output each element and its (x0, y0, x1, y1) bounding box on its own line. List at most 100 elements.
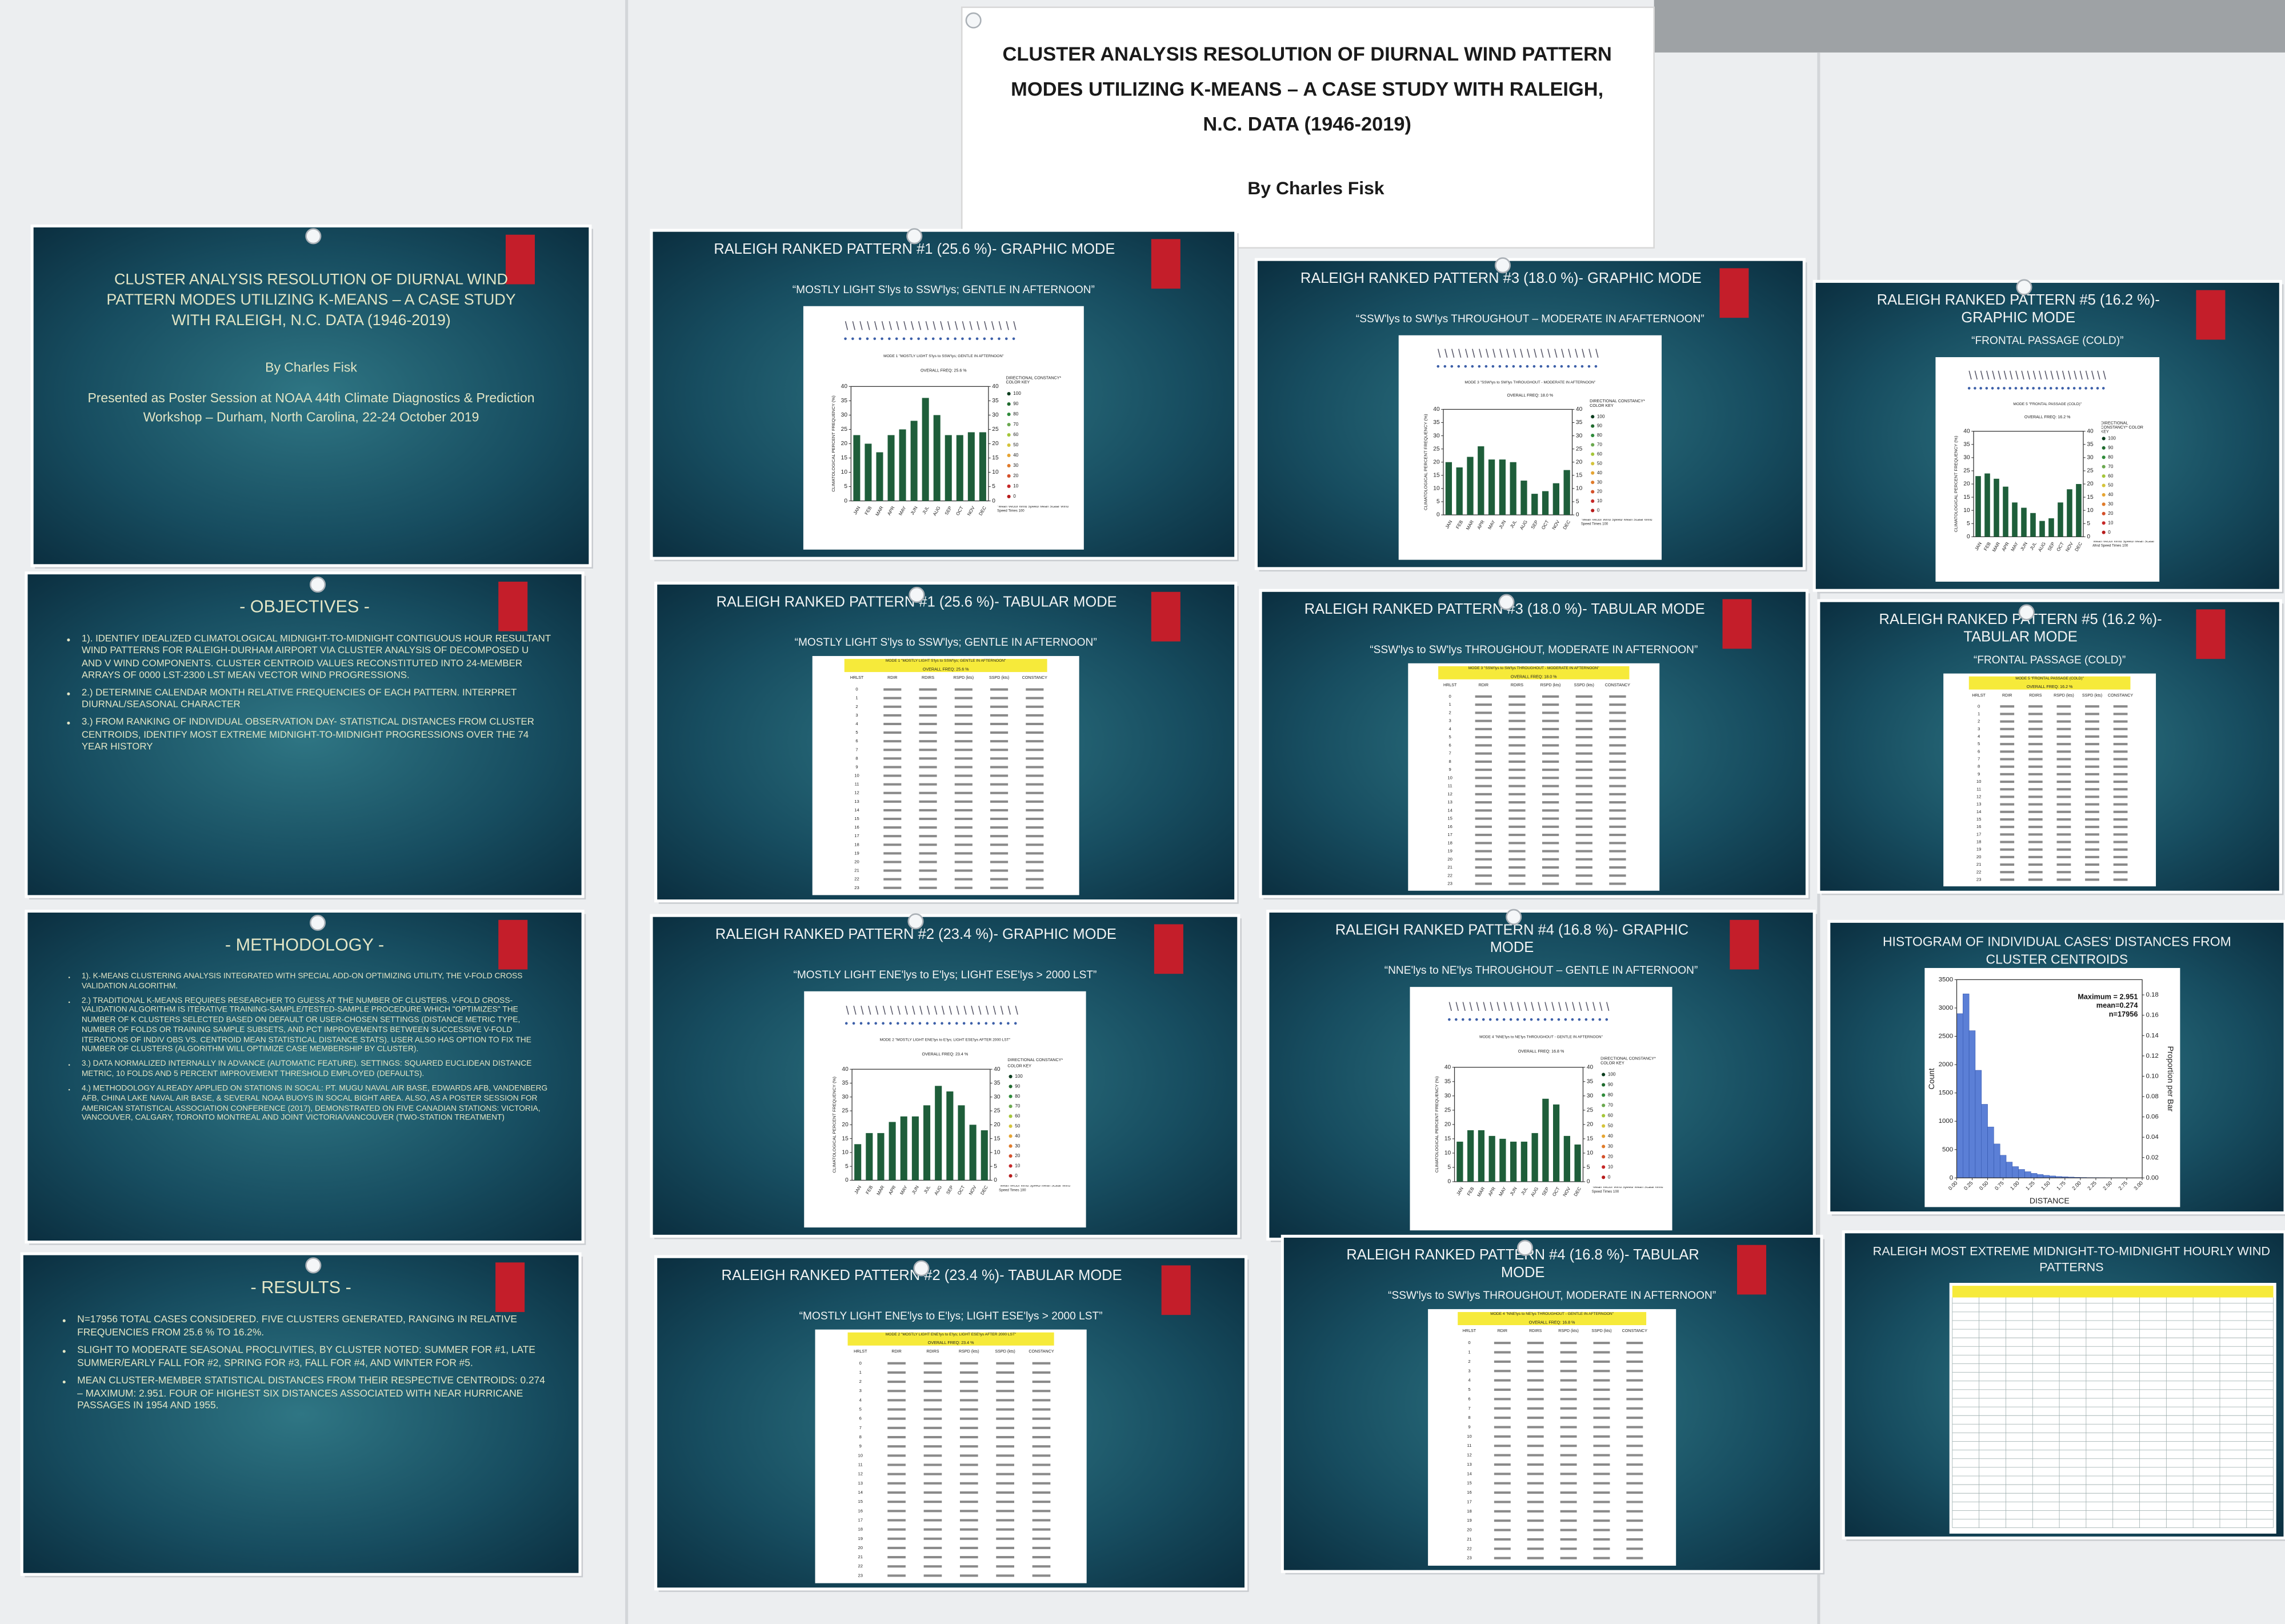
wind-arrow (1544, 1002, 1548, 1011)
table-cell-text (996, 1565, 1014, 1568)
table-cell-text (2000, 871, 2015, 874)
plot-frame (1443, 409, 1573, 515)
table-cell-text (1508, 834, 1526, 837)
bar (865, 443, 872, 501)
histogram-bar (1987, 1126, 1994, 1178)
text-box: *Mean Vector Wind Speed/ Mean Scalar Win… (1592, 1186, 1663, 1193)
table-cell-text (1575, 850, 1592, 853)
table-cell-text (1609, 866, 1626, 869)
table-cell-text (954, 869, 973, 872)
wind-dot (2079, 387, 2082, 390)
key-label: 70 (1608, 1103, 1614, 1108)
table-cell-text (2113, 803, 2128, 806)
table-cell-text (1475, 744, 1492, 747)
wind-arrow (2056, 370, 2060, 380)
y-tick-label: 40 (842, 1066, 849, 1073)
table-cell-text (996, 1454, 1014, 1457)
table-cell-text (1026, 731, 1044, 734)
table-cell-text (883, 731, 902, 734)
table-cell-text (1626, 1379, 1643, 1382)
bullet-item: 2.) TRADITIONAL K-MEANS REQUIRES RESEARC… (82, 997, 551, 1055)
slide-title: RALEIGH RANKED PATTERN #5 (16.2 %)- GRAP… (1876, 293, 2160, 327)
push-pin (309, 576, 326, 593)
table-column-header: SSPD (kts) (1591, 1329, 1611, 1333)
bar (1552, 483, 1559, 515)
key-label: 60 (1015, 1114, 1021, 1119)
key-label: 100 (1597, 414, 1605, 419)
table-hour: 22 (1976, 869, 1981, 874)
footnote: *Mean Vector Wind Speed/ Mean Scalar Win… (997, 505, 1069, 513)
key-swatch (1007, 484, 1011, 489)
wind-arrow (2027, 370, 2030, 380)
wind-arrow (1540, 349, 1544, 358)
wind-arrow (991, 321, 995, 330)
table-cell-text (2000, 720, 2015, 723)
y-tick-label: 25 (1963, 468, 1970, 474)
wind-arrow (918, 321, 922, 330)
wind-dot (939, 337, 942, 341)
table-highlight (844, 659, 1047, 673)
key-label: 70 (1013, 422, 1019, 427)
wind-arrow (867, 321, 870, 330)
table-cell-text (1626, 1519, 1643, 1522)
y2-tick-label: 5 (1576, 499, 1579, 505)
table-highlight (1438, 666, 1630, 679)
table-cell-text (919, 809, 937, 811)
wind-arrow (1506, 349, 1510, 358)
table-cell-text (1626, 1370, 1643, 1373)
bar (958, 1105, 965, 1181)
table-hour: 9 (859, 1443, 862, 1449)
bar (854, 1144, 862, 1181)
text-box: DIRECTIONAL CONSTANCY* COLOR KEY (1590, 399, 1645, 408)
wind-dot (1967, 387, 1971, 390)
wind-dot (1450, 365, 1454, 368)
table-cell-text (923, 1482, 942, 1485)
table-cell-text (1593, 1547, 1610, 1550)
table-cell-text (2113, 826, 2128, 829)
y-tick-label: 0 (1950, 1174, 1953, 1181)
y-axis-label: CLIMATOLOGICAL PERCENT FREQUENCY (%) (1423, 414, 1428, 510)
table-cell-text (923, 1381, 942, 1383)
table-cell-text (1593, 1519, 1610, 1522)
key-swatch (1591, 424, 1595, 428)
push-pin (305, 228, 322, 245)
table-hour: 2 (1468, 1359, 1470, 1364)
key-swatch (1009, 1124, 1013, 1128)
table-cell-text (919, 722, 937, 726)
table-cell-text (1593, 1379, 1610, 1382)
table-cell-text (887, 1381, 906, 1383)
table-cell-text (887, 1435, 906, 1439)
wind-dot (2014, 387, 2018, 390)
table-hour: 7 (855, 747, 858, 752)
key-swatch (1591, 490, 1595, 494)
table-cell-text (2085, 855, 2099, 858)
histogram-bar (2018, 1169, 2025, 1178)
table-cell-text (923, 1390, 942, 1393)
push-pin (1494, 257, 1511, 274)
table-hour: 13 (1447, 799, 1452, 805)
bar (900, 1116, 907, 1181)
key-label: 50 (1608, 1123, 1614, 1129)
table-cell-text (1542, 858, 1559, 861)
wind-dot (2084, 387, 2087, 390)
table-cell-text (954, 826, 973, 829)
bar (922, 398, 929, 501)
key-swatch (1591, 509, 1595, 513)
wind-arrow (925, 321, 929, 330)
table-cell-text (1593, 1435, 1610, 1438)
table-cell-text (1593, 1482, 1610, 1485)
wind-arrow (1465, 349, 1468, 358)
y2-tick-label: 25 (1587, 1107, 1594, 1114)
table-cell-text (954, 774, 973, 777)
y2-tick-label: 25 (2087, 468, 2094, 474)
table-hour: 20 (1976, 854, 1981, 859)
table-cell-text (1508, 752, 1526, 755)
wind-arrow (1462, 1002, 1466, 1011)
table-cell-text (1494, 1388, 1511, 1391)
bullet-item: 2.) DETERMINE CALENDAR MONTH RELATIVE FR… (82, 688, 551, 712)
table-cell-text (1032, 1546, 1051, 1549)
bar (1984, 473, 1990, 537)
table-hour: 11 (1467, 1443, 1471, 1448)
table-cell-text (1609, 695, 1626, 698)
